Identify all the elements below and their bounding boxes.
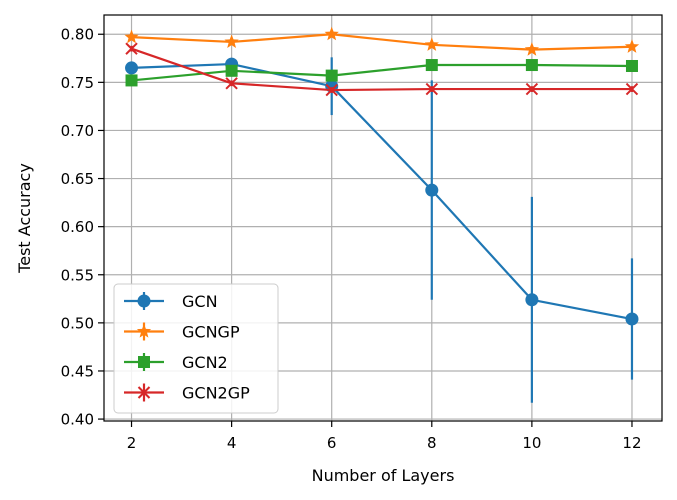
data-point: [424, 37, 439, 51]
data-point: [224, 34, 239, 49]
legend-marker: [137, 294, 151, 308]
x-tick-label: 4: [227, 434, 237, 452]
legend: GCN GCNGP GCN2 GCN2GP: [113, 283, 279, 414]
series-gcngp: [124, 26, 640, 56]
x-marker-stroke: [225, 77, 238, 90]
legend-item: GCN: [124, 292, 218, 311]
series-layer: [124, 26, 640, 403]
y-tick-label: 0.80: [61, 26, 94, 44]
axis-ticks: 2 4 6 8 10 12 0.40 0.45 0.50 0.55 0.60 0.65 0.70 0.75…: [61, 26, 642, 452]
data-point: [225, 64, 238, 77]
x-tick-label: 8: [427, 434, 437, 452]
x-tick-label: 10: [522, 434, 541, 452]
series-gcn: [125, 57, 639, 403]
series-line: [131, 63, 632, 82]
y-tick-label: 0.55: [61, 266, 94, 284]
series-line: [131, 33, 633, 51]
series-gcn2gp: [125, 42, 639, 97]
data-point: [425, 82, 439, 96]
data-point: [525, 82, 539, 96]
y-tick-label: 0.45: [61, 362, 94, 380]
legend-marker: [136, 324, 152, 338]
series-gcn2: [125, 59, 638, 87]
data-point: [624, 39, 640, 53]
series-line: [131, 62, 633, 321]
y-tick-label: 0.40: [61, 411, 94, 429]
data-point: [625, 312, 639, 326]
x-tick-label: 12: [622, 434, 641, 452]
data-point: [525, 293, 539, 307]
x-marker-stroke: [325, 83, 338, 97]
data-point: [625, 82, 639, 96]
y-tick-label: 0.60: [61, 218, 94, 236]
series-line: [131, 47, 632, 92]
x-marker-stroke: [137, 386, 151, 399]
legend-item: GCN2GP: [124, 383, 250, 403]
data-point: [225, 77, 238, 90]
data-point: [425, 59, 438, 72]
data-point: [124, 29, 139, 44]
legend-marker: [138, 356, 150, 368]
data-point: [524, 42, 540, 56]
x-marker-stroke: [125, 42, 138, 55]
data-point: [125, 61, 139, 75]
x-tick-label: 6: [327, 434, 337, 452]
legend-label: GCN2GP: [182, 384, 250, 403]
data-point: [625, 59, 638, 72]
data-point: [324, 26, 339, 41]
x-marker-stroke: [625, 82, 639, 96]
x-tick-label: 2: [127, 434, 137, 452]
legend-item: GCN2: [124, 353, 228, 372]
y-tick-label: 0.75: [61, 74, 94, 92]
data-point: [125, 42, 138, 55]
data-point: [325, 69, 338, 82]
y-tick-label: 0.65: [61, 170, 94, 188]
x-marker-stroke: [525, 82, 539, 96]
plot-frame: [103, 14, 663, 422]
data-point: [525, 59, 538, 72]
data-point: [125, 74, 138, 87]
y-tick-label: 0.70: [61, 122, 94, 140]
legend-marker: [137, 386, 151, 399]
data-point: [425, 183, 439, 197]
y-axis-title: Test Accuracy: [15, 163, 34, 274]
legend-label: GCNGP: [182, 323, 240, 342]
x-axis-title: Number of Layers: [312, 466, 455, 485]
x-marker-stroke: [425, 82, 439, 96]
legend-label: GCN: [182, 292, 218, 311]
legend-item: GCNGP: [124, 322, 240, 342]
y-tick-label: 0.50: [61, 314, 94, 332]
legend-box: [113, 283, 279, 414]
legend-label: GCN2: [182, 353, 228, 372]
data-point: [325, 83, 338, 97]
